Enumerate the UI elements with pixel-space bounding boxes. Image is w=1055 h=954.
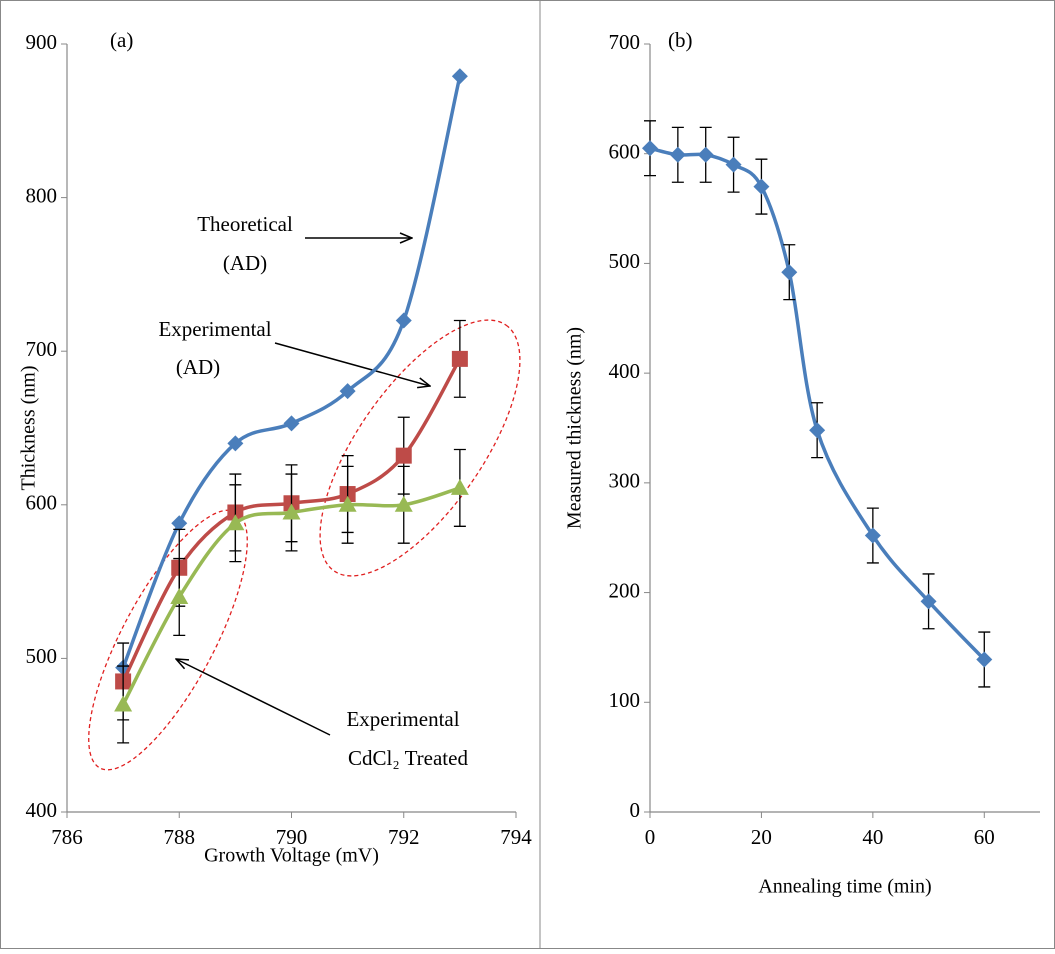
arrow: [274, 342, 430, 386]
x-axis-label: Annealing time (min): [758, 876, 931, 898]
marker: [725, 156, 742, 173]
marker: [282, 503, 301, 520]
y-tick-label: 600: [609, 140, 641, 164]
marker: [450, 478, 469, 495]
y-tick-label: 200: [609, 578, 641, 602]
x-tick-label: 20: [751, 825, 772, 849]
panel-label: (b): [668, 28, 693, 52]
group-ellipse: [88, 509, 248, 771]
marker: [339, 383, 356, 400]
y-axis-label: Thickness (nm): [18, 366, 40, 491]
x-tick-label: 786: [51, 825, 83, 849]
y-tick-label: 700: [26, 337, 58, 361]
y-tick-label: 500: [26, 644, 58, 668]
y-tick-label: 300: [609, 469, 641, 493]
annotation: (AD): [223, 251, 267, 275]
marker: [283, 415, 300, 432]
marker: [976, 651, 993, 668]
marker: [864, 527, 881, 544]
y-tick-label: 400: [26, 798, 58, 822]
marker: [226, 514, 245, 531]
y-tick-label: 800: [26, 183, 58, 207]
panel-label: (a): [110, 28, 133, 52]
marker: [781, 264, 798, 281]
x-tick-label: 792: [388, 825, 420, 849]
marker: [114, 695, 133, 712]
y-tick-label: 100: [609, 688, 641, 712]
marker: [170, 587, 189, 604]
marker: [451, 350, 468, 367]
annotation: CdCl₂ Treated: [348, 746, 468, 770]
annotation: (AD): [176, 355, 220, 379]
annotation: Theoretical: [197, 212, 293, 236]
x-tick-label: 794: [500, 825, 532, 849]
marker: [394, 495, 413, 512]
marker: [697, 146, 714, 163]
x-tick-label: 40: [862, 825, 883, 849]
marker: [227, 435, 244, 452]
marker: [642, 140, 658, 157]
x-axis-label: Growth Voltage (mV): [204, 845, 379, 867]
marker: [669, 146, 686, 163]
marker: [395, 447, 412, 464]
annotation: Experimental: [158, 317, 271, 341]
x-tick-label: 0: [645, 825, 656, 849]
y-tick-label: 900: [26, 30, 58, 54]
y-tick-label: 0: [630, 798, 641, 822]
marker: [920, 593, 937, 610]
annotation: Experimental: [346, 707, 459, 731]
arrow: [176, 659, 331, 736]
group-ellipse: [319, 319, 521, 577]
marker: [809, 422, 826, 439]
marker: [338, 495, 357, 512]
marker: [451, 68, 468, 85]
marker: [395, 312, 412, 329]
y-tick-label: 600: [26, 491, 58, 515]
marker: [753, 178, 770, 195]
y-axis-label: Measured thickness (nm): [564, 327, 586, 529]
y-tick-label: 500: [609, 249, 641, 273]
y-tick-label: 400: [609, 359, 641, 383]
x-tick-label: 60: [974, 825, 995, 849]
marker: [171, 515, 188, 532]
x-tick-label: 790: [276, 825, 308, 849]
y-tick-label: 700: [609, 30, 641, 54]
x-tick-label: 788: [164, 825, 196, 849]
